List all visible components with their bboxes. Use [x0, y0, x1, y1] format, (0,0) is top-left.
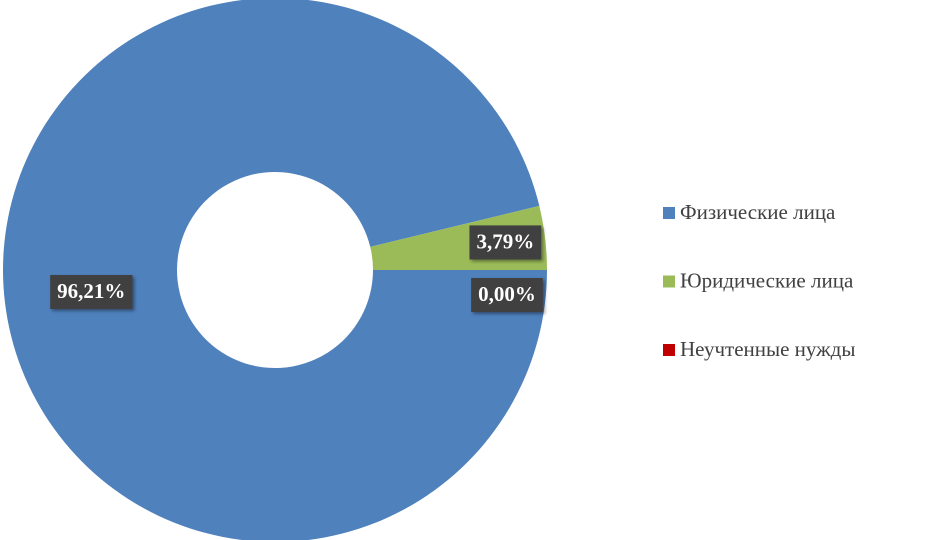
data-label: 0,00% [471, 278, 543, 312]
data-label-box [50, 274, 133, 309]
legend-swatch [663, 207, 675, 219]
legend-label: Неучтенные нужды [680, 337, 855, 361]
legend-label: Юридические лица [680, 268, 854, 292]
data-label-text: 3,79% [476, 229, 534, 253]
data-label-text: 96,21% [57, 279, 125, 303]
data-label-box [471, 278, 543, 312]
data-label: 96,21% [50, 274, 133, 309]
legend-swatch [663, 275, 675, 288]
data-label-box [469, 225, 542, 260]
data-label: 3,79% [469, 225, 542, 260]
data-label-text: 0,00% [478, 282, 536, 306]
donut-slice [3, 0, 547, 540]
legend-swatch [663, 344, 675, 356]
legend-label: Физические лица [680, 200, 836, 224]
